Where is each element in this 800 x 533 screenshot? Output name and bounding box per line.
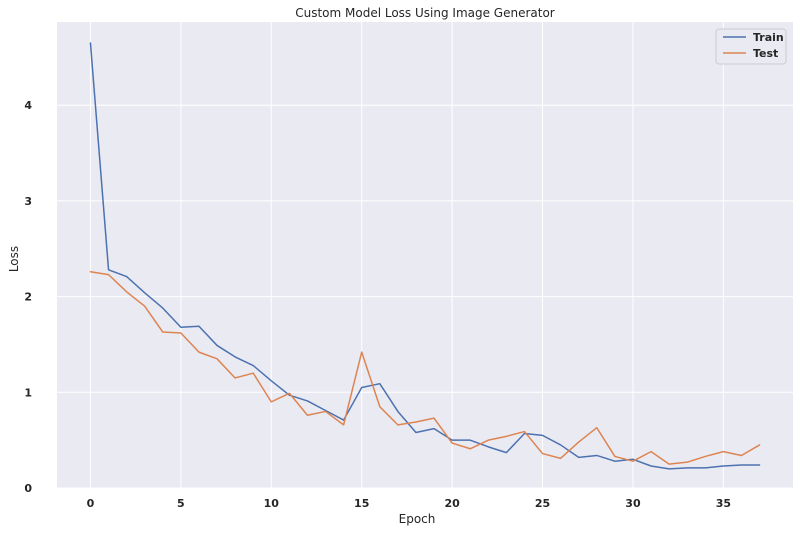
x-tick-label: 30 xyxy=(625,497,641,510)
series-lines xyxy=(89,42,761,470)
plot-area xyxy=(57,22,793,488)
x-tick-label: 0 xyxy=(87,497,95,510)
x-tick-label: 5 xyxy=(177,497,185,510)
y-tick-label: 0 xyxy=(24,482,32,495)
legend: Train Test xyxy=(715,28,787,65)
y-tick-label: 1 xyxy=(24,386,32,399)
y-tick-label: 3 xyxy=(24,195,32,208)
y-tick-label: 2 xyxy=(24,291,32,304)
x-axis-label: Epoch xyxy=(399,512,436,526)
y-axis-label: Loss xyxy=(7,246,21,272)
series-line-test xyxy=(89,271,761,465)
x-tick-label: 15 xyxy=(354,497,369,510)
tick-labels: 0 5 10 15 20 25 30 35 0 1 2 3 4 xyxy=(24,99,731,510)
series-line-train xyxy=(89,42,761,470)
y-tick-label: 4 xyxy=(24,99,32,112)
grid-lines xyxy=(57,22,793,489)
x-tick-label: 35 xyxy=(716,497,731,510)
x-tick-label: 25 xyxy=(535,497,550,510)
legend-label-test: Test xyxy=(753,47,778,60)
chart-title: Custom Model Loss Using Image Generator xyxy=(295,6,555,20)
x-tick-label: 20 xyxy=(444,497,460,510)
x-tick-label: 10 xyxy=(264,497,280,510)
legend-label-train: Train xyxy=(753,31,784,44)
